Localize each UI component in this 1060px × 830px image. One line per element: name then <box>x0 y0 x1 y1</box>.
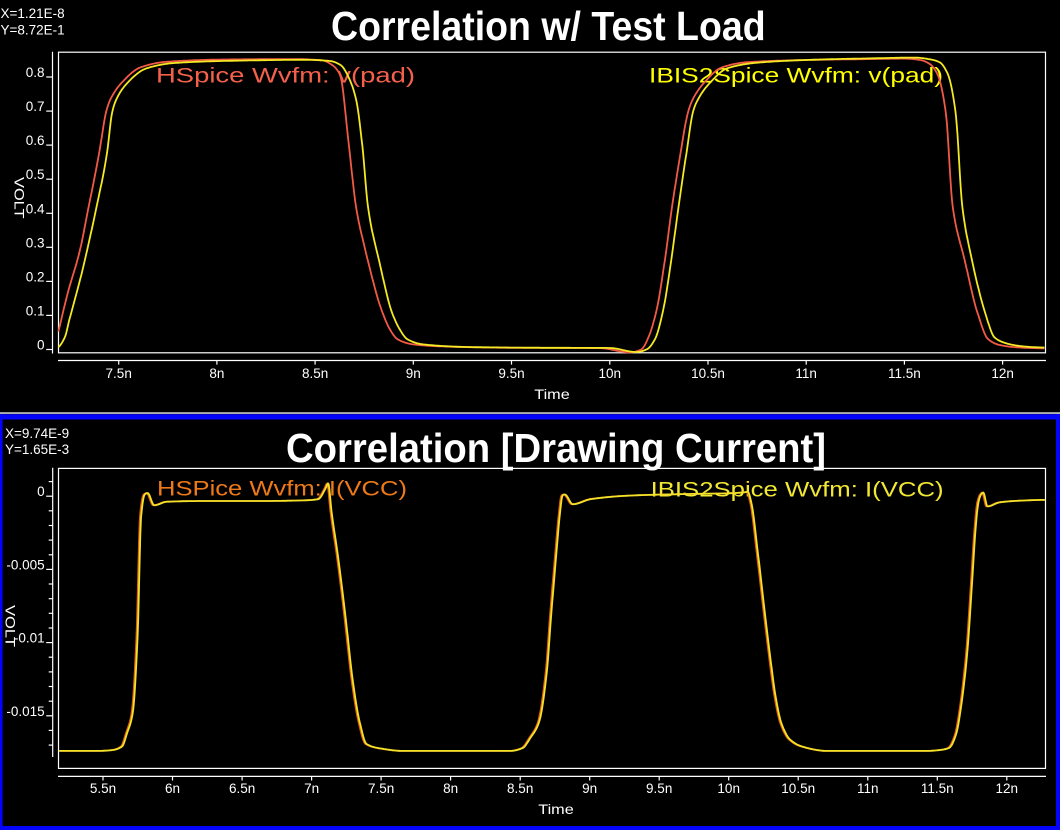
svg-text:Time: Time <box>534 386 570 402</box>
svg-text:12n: 12n <box>991 366 1014 381</box>
svg-text:9.5n: 9.5n <box>498 366 524 381</box>
svg-text:11n: 11n <box>857 781 879 796</box>
svg-text:9n: 9n <box>582 781 597 796</box>
svg-text:0.8: 0.8 <box>26 65 45 80</box>
svg-text:IBIS2Spice Wvfm: v(pad): IBIS2Spice Wvfm: v(pad) <box>649 63 943 87</box>
svg-text:VOLT: VOLT <box>12 177 28 219</box>
svg-text:X=1.21E-8: X=1.21E-8 <box>1 6 65 21</box>
svg-text:6.5n: 6.5n <box>229 781 255 796</box>
svg-text:11.5n: 11.5n <box>888 366 921 381</box>
svg-text:8n: 8n <box>443 781 458 796</box>
svg-text:0.2: 0.2 <box>26 269 45 284</box>
svg-text:Correlation [Drawing Current]: Correlation [Drawing Current] <box>286 425 826 471</box>
svg-text:8.5n: 8.5n <box>302 366 328 381</box>
svg-text:0.4: 0.4 <box>26 201 45 216</box>
svg-text:10.5n: 10.5n <box>691 366 725 381</box>
svg-text:6n: 6n <box>165 781 180 796</box>
svg-text:0.1: 0.1 <box>26 303 45 318</box>
svg-text:11n: 11n <box>795 366 817 381</box>
svg-text:0.3: 0.3 <box>26 235 45 250</box>
svg-text:VOLT: VOLT <box>3 605 19 648</box>
svg-text:10n: 10n <box>717 781 740 796</box>
svg-text:12n: 12n <box>996 781 1019 796</box>
svg-text:10n: 10n <box>599 366 622 381</box>
svg-text:Correlation w/ Test Load: Correlation w/ Test Load <box>331 3 766 49</box>
svg-text:8.5n: 8.5n <box>507 781 533 796</box>
svg-text:-0.01: -0.01 <box>14 631 45 646</box>
svg-text:7.5n: 7.5n <box>106 366 132 381</box>
svg-text:X=9.74E-9: X=9.74E-9 <box>5 426 69 441</box>
svg-text:Y=8.72E-1: Y=8.72E-1 <box>1 23 65 38</box>
svg-text:10.5n: 10.5n <box>781 781 815 796</box>
svg-text:7n: 7n <box>304 781 319 796</box>
svg-text:-0.015: -0.015 <box>6 704 44 719</box>
svg-text:HSPice Wvfm: I(VCC): HSPice Wvfm: I(VCC) <box>157 476 407 500</box>
svg-text:Time: Time <box>538 801 574 817</box>
svg-text:8n: 8n <box>209 366 224 381</box>
svg-text:5.5n: 5.5n <box>90 781 116 796</box>
svg-text:Y=1.65E-3: Y=1.65E-3 <box>5 442 69 457</box>
svg-text:0.6: 0.6 <box>26 133 45 148</box>
svg-text:HSpice Wvfm: v(pad): HSpice Wvfm: v(pad) <box>156 63 415 87</box>
svg-text:11.5n: 11.5n <box>921 781 954 796</box>
svg-text:9.5n: 9.5n <box>646 781 672 796</box>
svg-text:7.5n: 7.5n <box>368 781 394 796</box>
svg-text:0.7: 0.7 <box>26 99 45 114</box>
svg-text:0: 0 <box>37 338 45 353</box>
svg-text:IBIS2Spice Wvfm: I(VCC): IBIS2Spice Wvfm: I(VCC) <box>651 478 944 502</box>
svg-text:-0.005: -0.005 <box>6 557 44 572</box>
svg-text:0: 0 <box>37 484 45 499</box>
svg-text:9n: 9n <box>406 366 421 381</box>
svg-text:0.5: 0.5 <box>26 167 45 182</box>
